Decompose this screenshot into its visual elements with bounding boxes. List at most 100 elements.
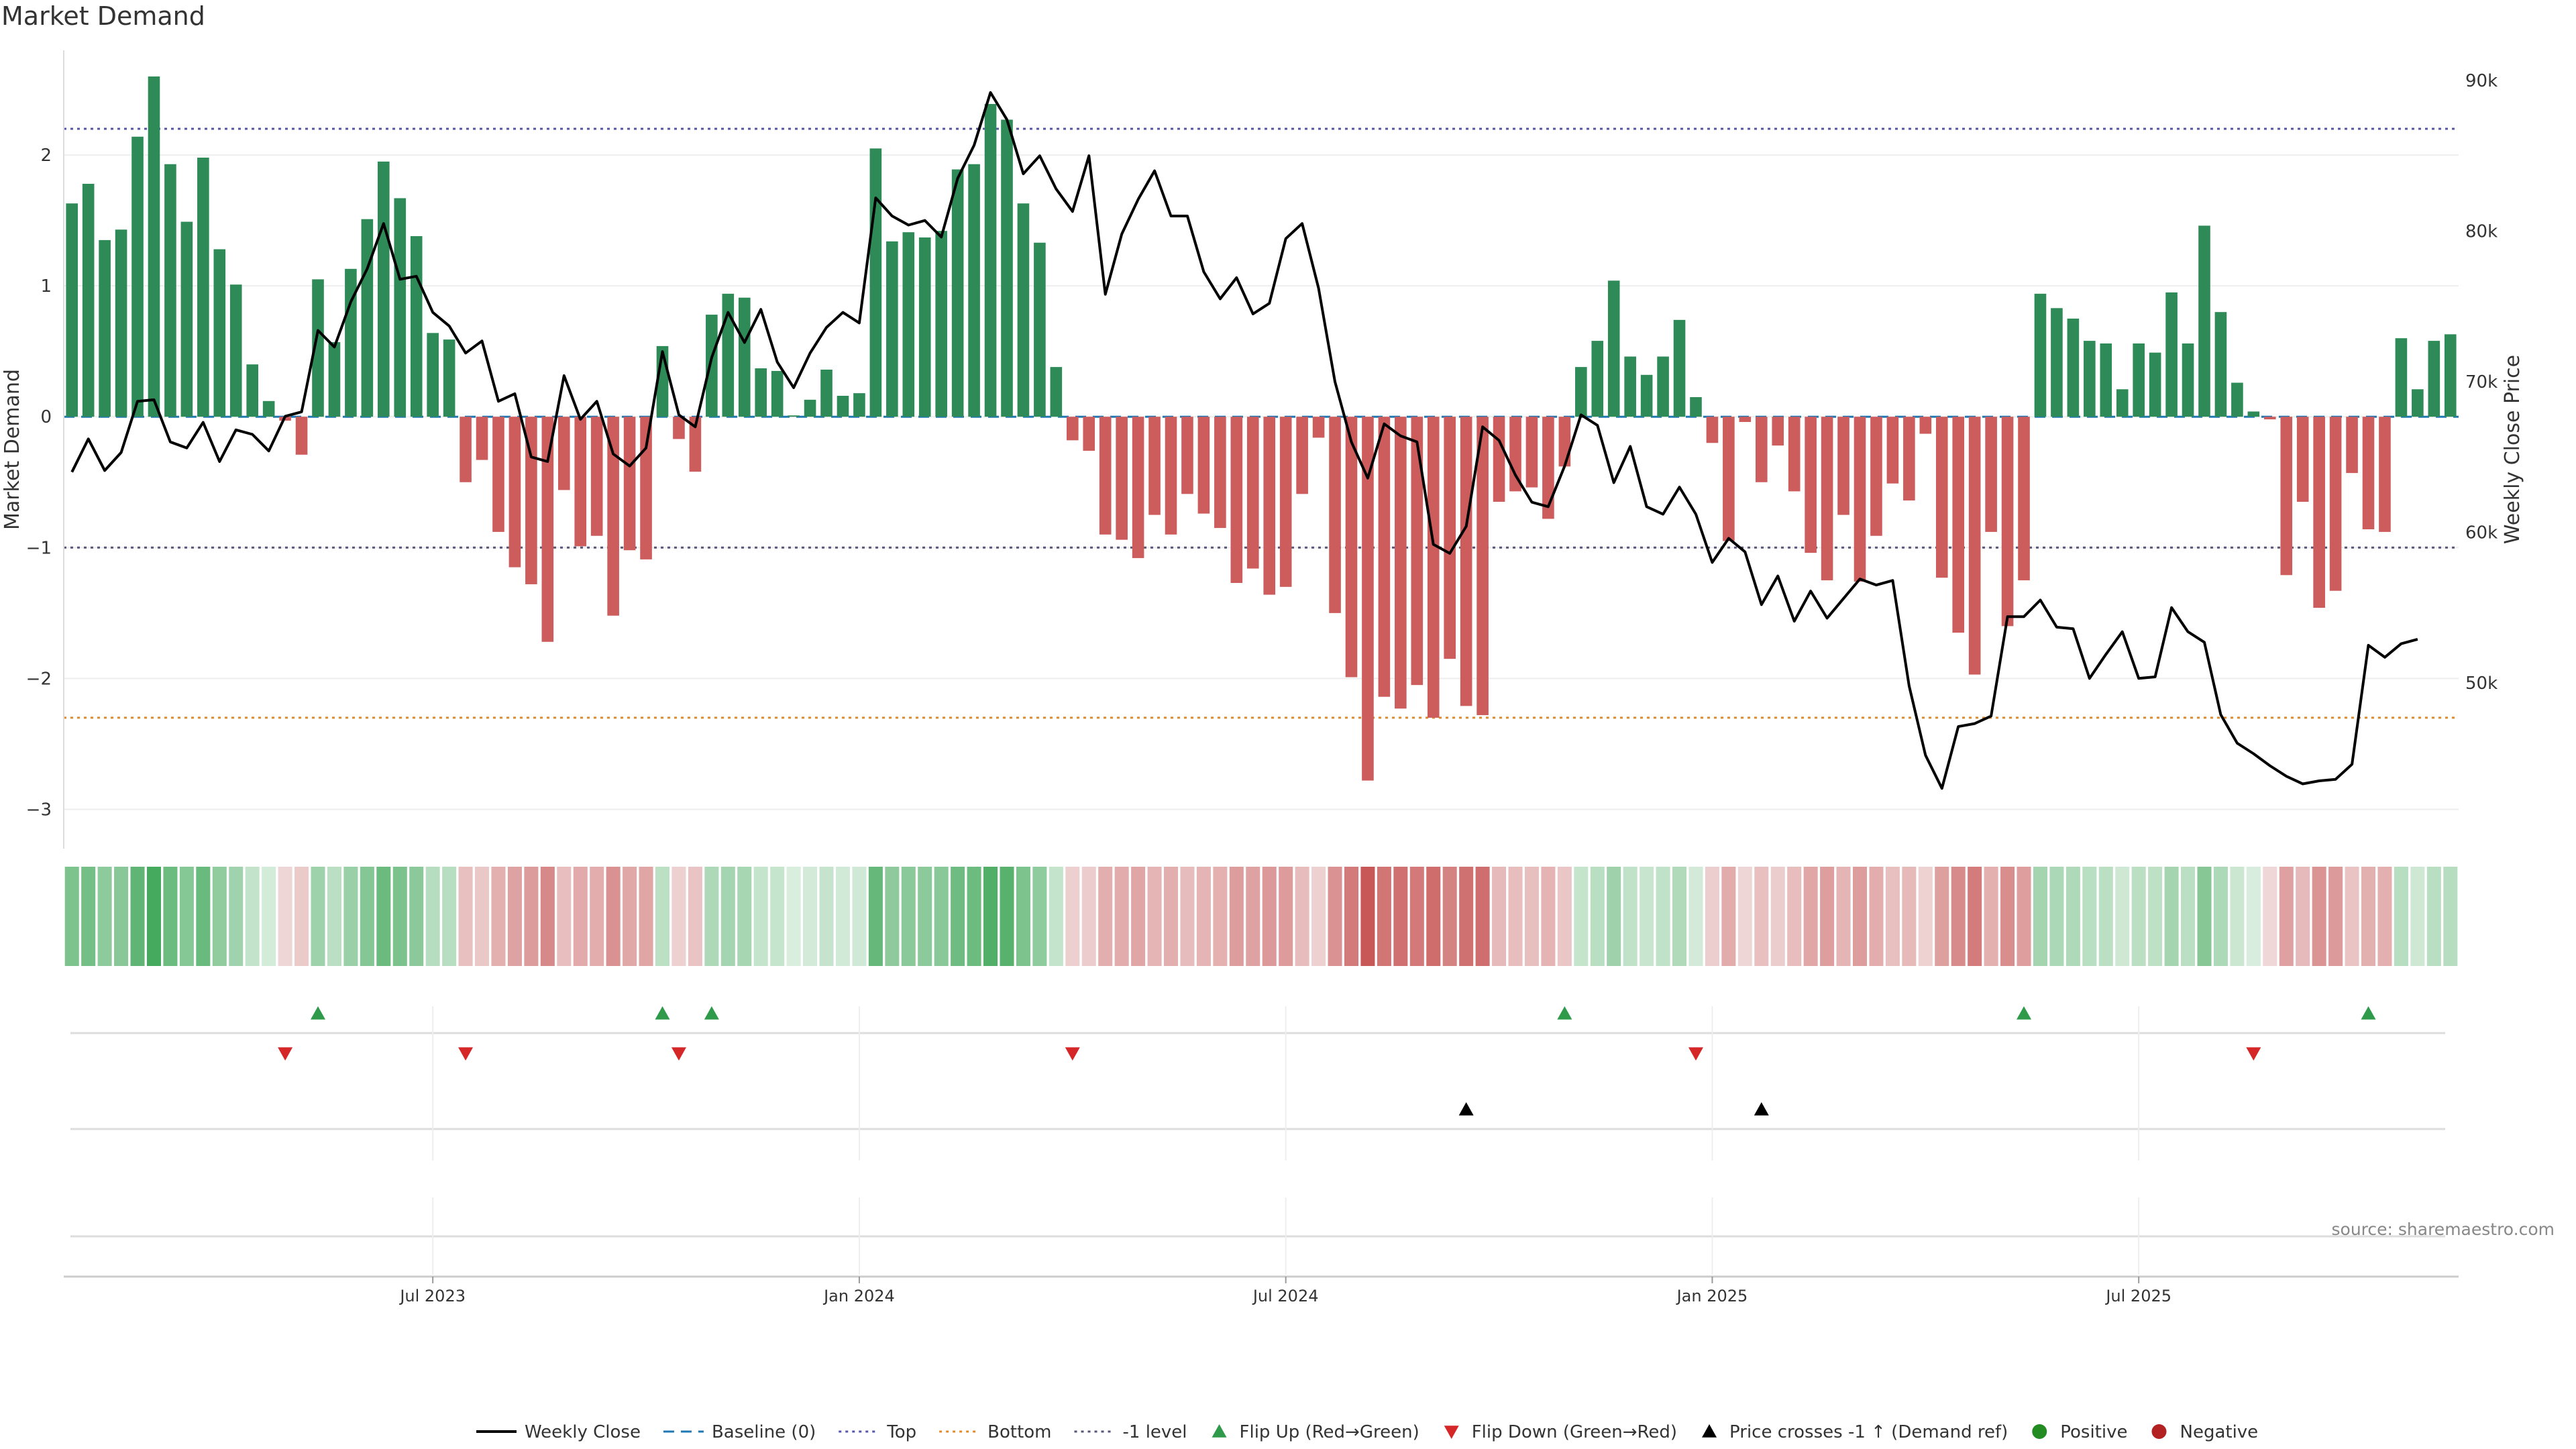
strip-cell — [573, 867, 588, 966]
y-axis-label: Market Demand — [1, 369, 24, 530]
demand-bar — [557, 417, 570, 490]
legend-label: Negative — [2180, 1422, 2259, 1442]
demand-bar — [918, 237, 931, 417]
demand-bar — [1378, 417, 1391, 697]
strip-cell — [1147, 867, 1162, 966]
demand-bar — [1968, 417, 1981, 675]
strip-cell — [1574, 867, 1589, 966]
demand-bar — [427, 333, 439, 417]
x-axis: Jul 2023 Jan 2024 Jul 2024 Jan 2025 Jul 2025 — [64, 1275, 2459, 1305]
demand-bar — [2051, 308, 2063, 417]
demand-bar — [1575, 367, 1587, 417]
strip-cell — [1623, 867, 1638, 966]
strip-cell — [1065, 867, 1080, 966]
demand-bar — [443, 339, 455, 417]
strip-cell — [1705, 867, 1719, 966]
strip-cell — [376, 867, 391, 966]
demand-bar — [755, 368, 767, 417]
strip-cell — [2230, 867, 2245, 966]
legend-label: Flip Down (Green→Red) — [1472, 1422, 1677, 1442]
flip-up-marker — [655, 1006, 670, 1020]
demand-bar — [1230, 417, 1243, 583]
strip-cell — [2410, 867, 2425, 966]
demand-bar — [1542, 417, 1554, 519]
demand-bar — [1099, 417, 1112, 535]
demand-bar — [2133, 343, 2145, 417]
strip-cell — [1393, 867, 1408, 966]
strip-cell — [720, 867, 735, 966]
demand-bar — [1952, 417, 1965, 633]
y2-axis-label: Weekly Close Price — [2501, 355, 2524, 544]
demand-bar — [1723, 417, 1735, 541]
strip-cell — [770, 867, 785, 966]
demand-bar — [902, 232, 915, 417]
y-tick-label: −1 — [26, 538, 52, 558]
legend-item: Bottom — [939, 1422, 1052, 1442]
demand-bar — [1116, 417, 1128, 540]
demand-bar — [1395, 417, 1407, 709]
demand-bar — [1525, 417, 1538, 488]
demand-heat-strip — [64, 867, 2458, 966]
strip-cell — [475, 867, 490, 966]
strip-cell — [2065, 867, 2080, 966]
demand-bar — [378, 161, 390, 417]
strip-cell — [1836, 867, 1851, 966]
demand-bar — [82, 183, 95, 417]
legend-circle-icon — [2151, 1424, 2167, 1439]
y2-tick-label: 70k — [2465, 372, 2498, 392]
strip-cell — [196, 867, 211, 966]
demand-bar — [1329, 417, 1341, 613]
strip-cell — [1180, 867, 1195, 966]
demand-bar — [1444, 417, 1456, 659]
demand-bar — [2280, 417, 2293, 576]
strip-cell — [458, 867, 473, 966]
demand-bar — [1870, 417, 1882, 536]
chart-title: Market Demand — [1, 1, 205, 31]
strip-cell — [1672, 867, 1687, 966]
demand-bar — [1673, 319, 1686, 417]
y2-tick-label: 60k — [2465, 523, 2498, 543]
flip-down-marker — [671, 1047, 686, 1061]
demand-bar — [476, 417, 488, 460]
demand-bar — [1411, 417, 1424, 686]
demand-bar — [328, 342, 341, 417]
flip-up-marker — [704, 1006, 719, 1020]
strip-cell — [81, 867, 96, 966]
strip-cell — [425, 867, 440, 966]
demand-bar — [607, 417, 619, 616]
demand-bar — [1837, 417, 1849, 515]
strip-cell — [1557, 867, 1572, 966]
strip-cell — [1016, 867, 1030, 966]
legend-label: Weekly Close — [525, 1422, 641, 1442]
strip-cell — [753, 867, 768, 966]
strip-cell — [2033, 867, 2047, 966]
demand-bar — [1493, 417, 1505, 502]
strip-cell — [688, 867, 702, 966]
demand-bar — [1279, 417, 1292, 587]
flip-down-marker — [1688, 1047, 1703, 1061]
strip-cell — [590, 867, 604, 966]
strip-cell — [179, 867, 194, 966]
strip-cell — [278, 867, 292, 966]
demand-bar — [820, 370, 833, 417]
strip-cell — [1524, 867, 1539, 966]
y-tick-label: 1 — [40, 276, 52, 297]
legend-label: Baseline (0) — [712, 1422, 816, 1442]
strip-cell — [2312, 867, 2326, 966]
demand-bar — [1296, 417, 1308, 494]
demand-bar — [2149, 352, 2161, 417]
strip-cell — [1935, 867, 1949, 966]
strip-cell — [2361, 867, 2376, 966]
demand-bar — [968, 164, 980, 417]
strip-cell — [1311, 867, 1326, 966]
strip-cell — [2148, 867, 2163, 966]
strip-cell — [146, 867, 162, 966]
demand-bar — [312, 279, 324, 417]
demand-bar — [131, 136, 144, 417]
strip-cell — [2115, 867, 2130, 966]
x-tick-label: Jan 2025 — [1676, 1287, 1748, 1305]
legend-label: Top — [886, 1422, 916, 1442]
y-tick-label: −3 — [26, 800, 52, 820]
demand-bar — [2165, 292, 2178, 417]
demand-bar — [738, 297, 751, 417]
